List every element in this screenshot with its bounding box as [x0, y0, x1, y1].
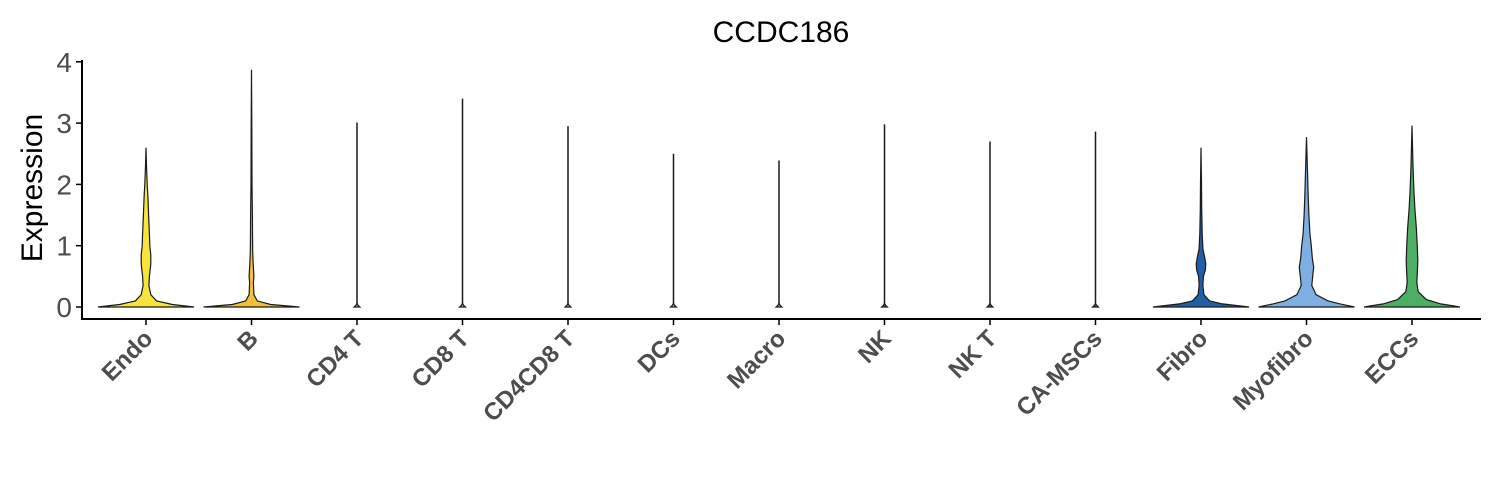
y-tick-label: 3: [56, 108, 72, 139]
y-tick-label: 2: [56, 169, 72, 200]
y-tick-label: 0: [56, 292, 72, 323]
x-tick-label: CD4 T: [301, 325, 369, 393]
violin-fibro: [1152, 147, 1250, 308]
x-tick-label: CD8 T: [407, 325, 475, 393]
y-axis-label: Expression: [16, 114, 49, 262]
y-tick-label: 4: [56, 47, 72, 78]
x-tick-label: DCs: [633, 325, 686, 378]
y-tick-label: 1: [56, 231, 72, 262]
violin-myofibro: [1258, 137, 1355, 308]
x-tick-label: NK T: [944, 325, 1003, 384]
x-tick-label: Myofibro: [1228, 325, 1319, 416]
y-ticks-group: 0 1 2 3 4: [56, 47, 82, 323]
x-tick-label: CA-MSCs: [1011, 325, 1107, 421]
violin-eccs: [1363, 125, 1461, 308]
x-tick-label: Macro: [722, 325, 791, 394]
violin-nk: [880, 302, 889, 308]
violin-endo: [97, 147, 195, 308]
x-tick-label: Fibro: [1152, 325, 1214, 387]
violins-group: [97, 69, 1461, 308]
x-tick-label: NK: [853, 325, 897, 369]
violin-ca-mscs: [1091, 302, 1100, 308]
x-tick-label: ECCs: [1360, 325, 1424, 389]
x-ticks-group: Endo B CD4 T CD8 T CD4CD8 T DCs Macro NK NK T CA-…: [97, 319, 1424, 427]
violin-dcs: [669, 302, 678, 308]
violin-macro: [774, 302, 784, 308]
x-tick-label: CD4CD8 T: [478, 325, 580, 427]
violin-cd4-t: [352, 302, 362, 308]
violin-cd8-t: [458, 302, 467, 308]
chart-title: CCDC186: [713, 16, 850, 49]
violin-nk-t: [985, 302, 995, 308]
x-tick-label: Endo: [97, 325, 159, 387]
x-tick-label: B: [232, 325, 263, 356]
violin-cd4cd8-t: [563, 302, 573, 308]
violin-b: [203, 69, 300, 308]
